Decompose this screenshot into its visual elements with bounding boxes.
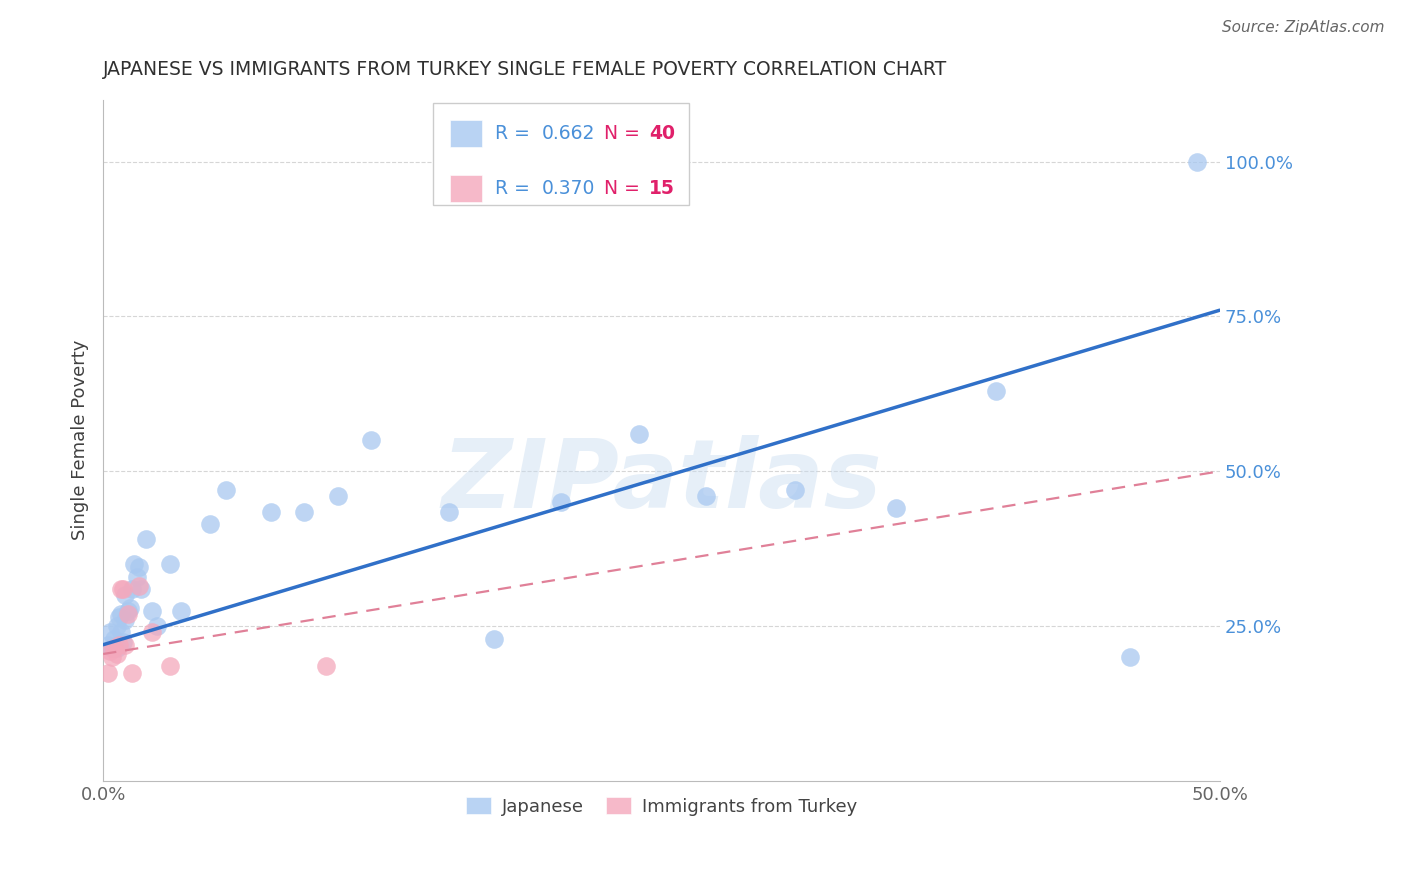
Text: N =: N = — [605, 178, 647, 198]
Point — [695, 489, 717, 503]
Point — [141, 604, 163, 618]
Point — [105, 640, 128, 655]
Point — [103, 632, 125, 646]
Point — [124, 557, 146, 571]
Text: JAPANESE VS IMMIGRANTS FROM TURKEY SINGLE FEMALE POVERTY CORRELATION CHART: JAPANESE VS IMMIGRANTS FROM TURKEY SINGL… — [103, 60, 948, 78]
Point — [986, 384, 1008, 398]
Point — [326, 489, 349, 503]
Point — [159, 659, 181, 673]
Text: 0.662: 0.662 — [541, 124, 595, 144]
Point — [112, 634, 135, 648]
Text: 15: 15 — [650, 178, 675, 198]
Point — [107, 610, 129, 624]
Point — [110, 625, 132, 640]
Point — [112, 582, 135, 596]
Point — [315, 659, 337, 673]
Point — [117, 607, 139, 621]
Legend: Japanese, Immigrants from Turkey: Japanese, Immigrants from Turkey — [458, 789, 865, 823]
Point — [110, 607, 132, 621]
FancyBboxPatch shape — [450, 175, 482, 202]
Point — [97, 665, 120, 680]
Point — [128, 560, 150, 574]
Text: Source: ZipAtlas.com: Source: ZipAtlas.com — [1222, 20, 1385, 35]
Point — [121, 665, 143, 680]
Point — [114, 638, 136, 652]
Point — [200, 516, 222, 531]
Point — [884, 501, 907, 516]
FancyBboxPatch shape — [433, 103, 689, 205]
Point — [215, 483, 238, 497]
Point — [117, 604, 139, 618]
Point — [439, 504, 461, 518]
Point — [114, 613, 136, 627]
Point — [141, 625, 163, 640]
Point — [98, 644, 121, 658]
Point — [550, 495, 572, 509]
Y-axis label: Single Female Poverty: Single Female Poverty — [72, 340, 89, 541]
Point — [1119, 650, 1142, 665]
Point — [1187, 154, 1209, 169]
Point — [101, 640, 124, 655]
Point — [170, 604, 193, 618]
Point — [785, 483, 807, 497]
Point — [103, 640, 125, 655]
Point — [105, 619, 128, 633]
Point — [628, 427, 651, 442]
Point — [129, 582, 152, 596]
Point — [259, 504, 281, 518]
Text: 40: 40 — [650, 124, 675, 144]
FancyBboxPatch shape — [450, 120, 482, 147]
Text: R =: R = — [495, 124, 536, 144]
Point — [135, 533, 157, 547]
Point — [128, 579, 150, 593]
Point — [97, 638, 120, 652]
Point — [107, 638, 129, 652]
Point — [360, 434, 382, 448]
Text: R =: R = — [495, 178, 536, 198]
Point — [98, 625, 121, 640]
Point — [145, 619, 167, 633]
Point — [482, 632, 505, 646]
Point — [118, 600, 141, 615]
Text: 0.370: 0.370 — [541, 178, 595, 198]
Text: N =: N = — [605, 124, 647, 144]
Point — [121, 582, 143, 596]
Point — [110, 582, 132, 596]
Point — [159, 557, 181, 571]
Point — [125, 569, 148, 583]
Point — [114, 588, 136, 602]
Point — [101, 650, 124, 665]
Text: ZIPatlas: ZIPatlas — [441, 434, 882, 528]
Point — [105, 647, 128, 661]
Point — [292, 504, 315, 518]
